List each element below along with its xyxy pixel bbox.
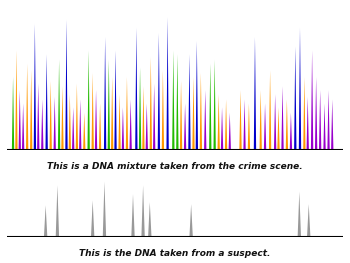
- Polygon shape: [248, 103, 250, 150]
- Polygon shape: [135, 28, 138, 150]
- Polygon shape: [180, 81, 182, 150]
- Polygon shape: [264, 103, 266, 150]
- Polygon shape: [15, 50, 18, 150]
- Polygon shape: [26, 64, 28, 150]
- Polygon shape: [76, 84, 78, 150]
- Polygon shape: [114, 50, 117, 150]
- Polygon shape: [192, 77, 195, 150]
- Polygon shape: [229, 113, 231, 150]
- Polygon shape: [88, 50, 90, 150]
- Polygon shape: [200, 73, 202, 150]
- Polygon shape: [69, 94, 71, 150]
- Polygon shape: [204, 90, 206, 150]
- Polygon shape: [41, 99, 43, 150]
- Polygon shape: [167, 17, 169, 150]
- Polygon shape: [303, 77, 306, 150]
- Polygon shape: [141, 185, 145, 237]
- Polygon shape: [148, 202, 152, 237]
- Polygon shape: [30, 70, 32, 150]
- Polygon shape: [315, 77, 317, 150]
- Polygon shape: [126, 77, 128, 150]
- Polygon shape: [331, 99, 334, 150]
- Polygon shape: [139, 68, 141, 150]
- Polygon shape: [150, 57, 152, 150]
- Polygon shape: [221, 107, 223, 150]
- Polygon shape: [323, 103, 326, 150]
- Polygon shape: [99, 103, 101, 150]
- Polygon shape: [162, 70, 164, 150]
- Text: This is the DNA taken from a suspect.: This is the DNA taken from a suspect.: [79, 249, 271, 257]
- Polygon shape: [298, 192, 301, 237]
- Polygon shape: [196, 41, 198, 150]
- Polygon shape: [19, 90, 21, 150]
- Polygon shape: [46, 54, 48, 150]
- Polygon shape: [153, 84, 155, 150]
- Polygon shape: [44, 205, 47, 237]
- Polygon shape: [259, 90, 262, 150]
- Polygon shape: [12, 77, 14, 150]
- Polygon shape: [79, 99, 82, 150]
- Polygon shape: [286, 99, 288, 150]
- Polygon shape: [299, 28, 301, 150]
- Polygon shape: [243, 99, 246, 150]
- Polygon shape: [184, 103, 186, 150]
- Polygon shape: [54, 97, 56, 150]
- Polygon shape: [118, 94, 121, 150]
- Polygon shape: [209, 64, 211, 150]
- Polygon shape: [311, 50, 313, 150]
- Polygon shape: [131, 194, 135, 237]
- Polygon shape: [294, 46, 296, 150]
- Polygon shape: [65, 20, 68, 150]
- Text: This is a DNA mixture taken from the crime scene.: This is a DNA mixture taken from the cri…: [47, 162, 303, 171]
- Polygon shape: [158, 33, 160, 150]
- Polygon shape: [307, 97, 309, 150]
- Polygon shape: [122, 107, 124, 150]
- Polygon shape: [281, 86, 284, 150]
- Polygon shape: [72, 107, 74, 150]
- Polygon shape: [58, 60, 60, 150]
- Polygon shape: [142, 86, 145, 150]
- Polygon shape: [83, 113, 85, 150]
- Polygon shape: [91, 200, 94, 237]
- Polygon shape: [225, 99, 227, 150]
- Polygon shape: [188, 54, 191, 150]
- Polygon shape: [22, 103, 24, 150]
- Polygon shape: [130, 99, 132, 150]
- Polygon shape: [146, 103, 148, 150]
- Polygon shape: [269, 70, 271, 150]
- Polygon shape: [176, 54, 178, 150]
- Polygon shape: [239, 90, 242, 150]
- Polygon shape: [172, 50, 175, 150]
- Polygon shape: [189, 204, 193, 237]
- Polygon shape: [34, 24, 36, 150]
- Polygon shape: [277, 107, 280, 150]
- Polygon shape: [111, 77, 113, 150]
- Polygon shape: [319, 90, 321, 150]
- Polygon shape: [307, 204, 310, 237]
- Polygon shape: [37, 84, 40, 150]
- Polygon shape: [91, 73, 94, 150]
- Polygon shape: [104, 37, 106, 150]
- Polygon shape: [108, 60, 110, 150]
- Polygon shape: [214, 60, 216, 150]
- Polygon shape: [217, 94, 220, 150]
- Polygon shape: [327, 90, 330, 150]
- Polygon shape: [274, 94, 276, 150]
- Polygon shape: [61, 86, 64, 150]
- Polygon shape: [290, 113, 292, 150]
- Polygon shape: [95, 90, 97, 150]
- Polygon shape: [254, 37, 256, 150]
- Polygon shape: [49, 81, 52, 150]
- Polygon shape: [103, 181, 106, 237]
- Polygon shape: [56, 185, 59, 237]
